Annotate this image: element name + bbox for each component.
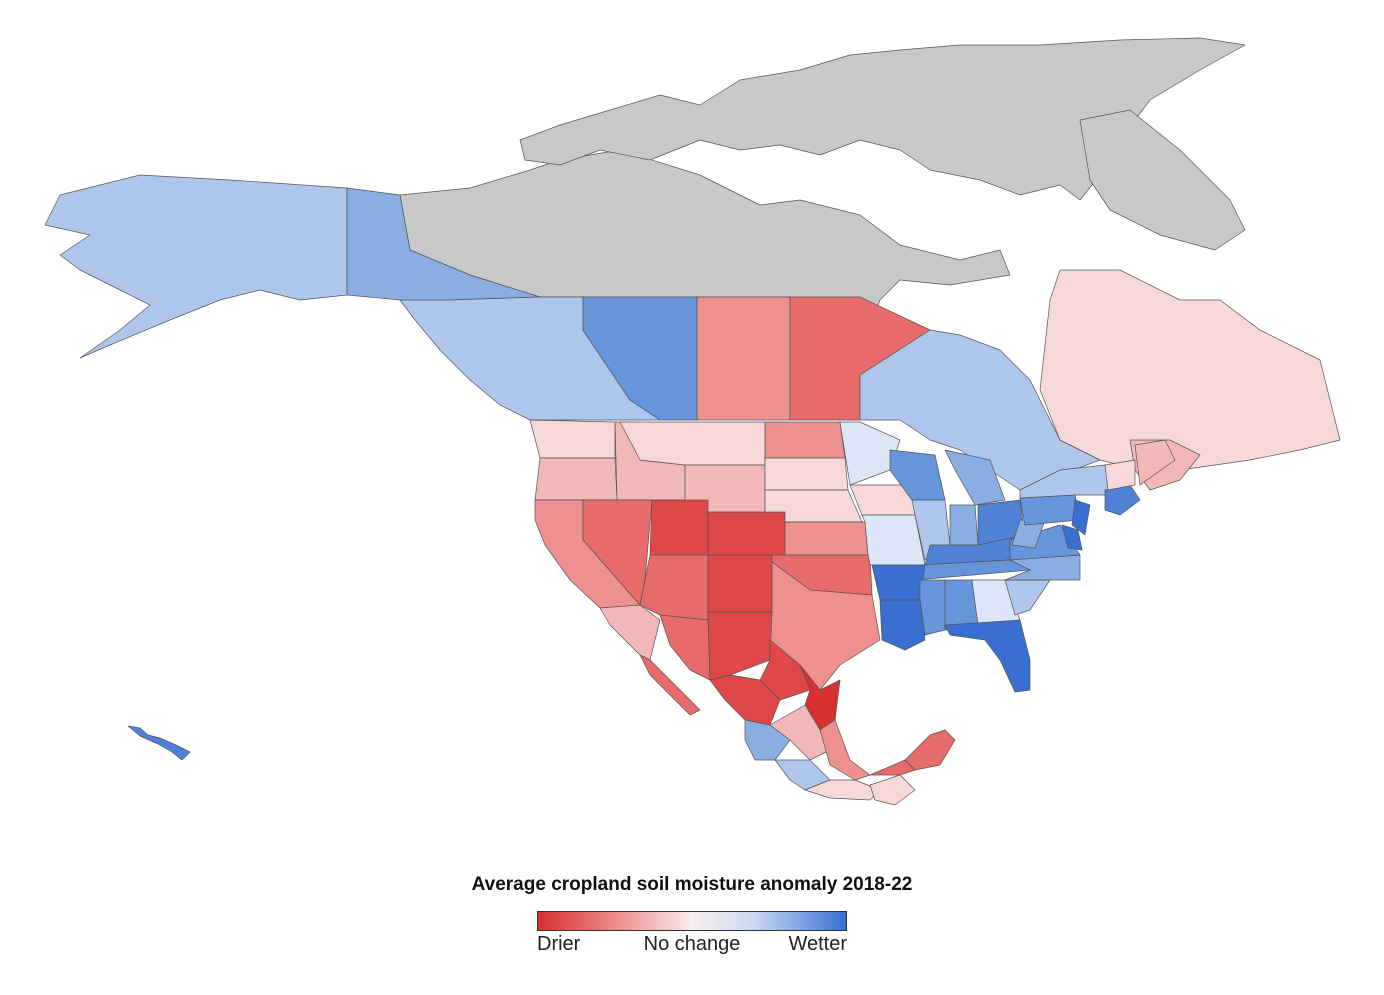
legend-label-no-change: No change <box>643 933 741 955</box>
region-durango-sinaloa <box>709 674 781 726</box>
region-canada-baffin <box>1079 109 1246 251</box>
region-colorado <box>707 511 786 556</box>
legend-color-scale <box>537 911 847 931</box>
region-baja-california-sur <box>639 654 701 716</box>
region-oregon <box>534 457 618 501</box>
region-florida <box>944 619 1031 693</box>
region-montana <box>619 421 766 466</box>
legend-label-drier: Drier <box>537 933 581 955</box>
region-maryland-delaware <box>1061 524 1083 551</box>
region-baja-california <box>599 604 661 661</box>
region-chihuahua <box>707 611 773 681</box>
region-kansas <box>784 521 869 556</box>
legend-title: Average cropland soil moisture anomaly 2… <box>471 874 913 895</box>
region-arkansas <box>871 564 926 601</box>
region-quebec <box>1039 269 1341 471</box>
choropleth-map <box>44 37 1341 806</box>
region-missouri <box>861 514 926 566</box>
region-michigan <box>944 449 1006 506</box>
region-alaska <box>44 174 348 359</box>
region-maine <box>1134 439 1176 486</box>
region-washington <box>529 419 616 459</box>
region-utah <box>649 499 709 556</box>
region-arizona <box>639 554 709 621</box>
region-yucatan <box>904 729 956 771</box>
region-indiana <box>949 504 979 546</box>
region-saskatchewan <box>696 296 791 421</box>
region-south-dakota <box>764 457 849 491</box>
region-new-mexico <box>707 554 773 613</box>
region-veracruz <box>819 719 871 781</box>
region-mississippi <box>919 579 946 636</box>
legend-label-wetter: Wetter <box>788 933 847 955</box>
region-vermont-nh <box>1104 459 1136 491</box>
region-chiapas <box>869 774 916 806</box>
region-new-jersey <box>1071 499 1091 536</box>
region-north-dakota <box>764 421 846 459</box>
region-louisiana <box>879 599 926 651</box>
region-pennsylvania <box>1019 494 1081 526</box>
region-hawaii <box>127 725 191 761</box>
region-virginia <box>1009 524 1081 561</box>
region-sonora <box>659 614 711 681</box>
